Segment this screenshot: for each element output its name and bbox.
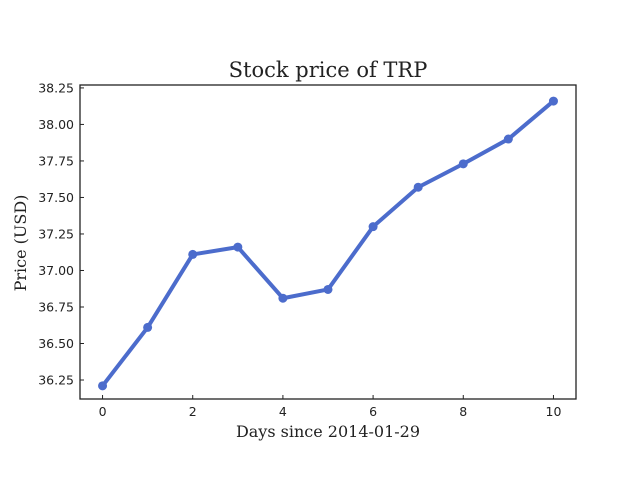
data-point [413,182,423,192]
y-tick-label: 37.25 [38,226,74,241]
data-point [188,249,198,259]
x-tick-label: 6 [369,404,377,419]
x-tick-label: 8 [459,404,467,419]
x-tick-label: 4 [279,404,287,419]
x-axis-label: Days since 2014-01-29 [236,422,420,441]
data-point [458,159,468,169]
y-tick-label: 38.00 [38,117,74,132]
chart-title: Stock price of TRP [229,58,428,82]
plot-frame [79,84,577,400]
plot-area: 0 2 4 6 8 10 36.25 36.50 36.75 37.00 37.25 37.50 37.… [38,80,577,419]
y-tick-label: 37.75 [38,153,74,168]
data-point [98,381,108,391]
data-point [548,96,558,106]
x-tick-label: 10 [546,404,562,419]
y-tick-label: 38.25 [38,80,74,95]
series-line [100,99,556,388]
y-tick-label: 36.25 [38,373,74,388]
data-point [503,134,513,144]
y-tick-label: 37.50 [38,190,74,205]
y-tick-label: 36.75 [38,299,74,314]
y-tick-label: 36.50 [38,336,74,351]
y-axis-label: Price (USD) [11,195,30,292]
data-point [143,322,153,332]
data-point [368,222,378,232]
data-point [323,284,333,294]
data-point [233,242,243,252]
y-tick-label: 37.00 [38,263,74,278]
x-tick-label: 0 [99,404,107,419]
x-tick-label: 2 [189,404,197,419]
data-point [278,293,288,303]
